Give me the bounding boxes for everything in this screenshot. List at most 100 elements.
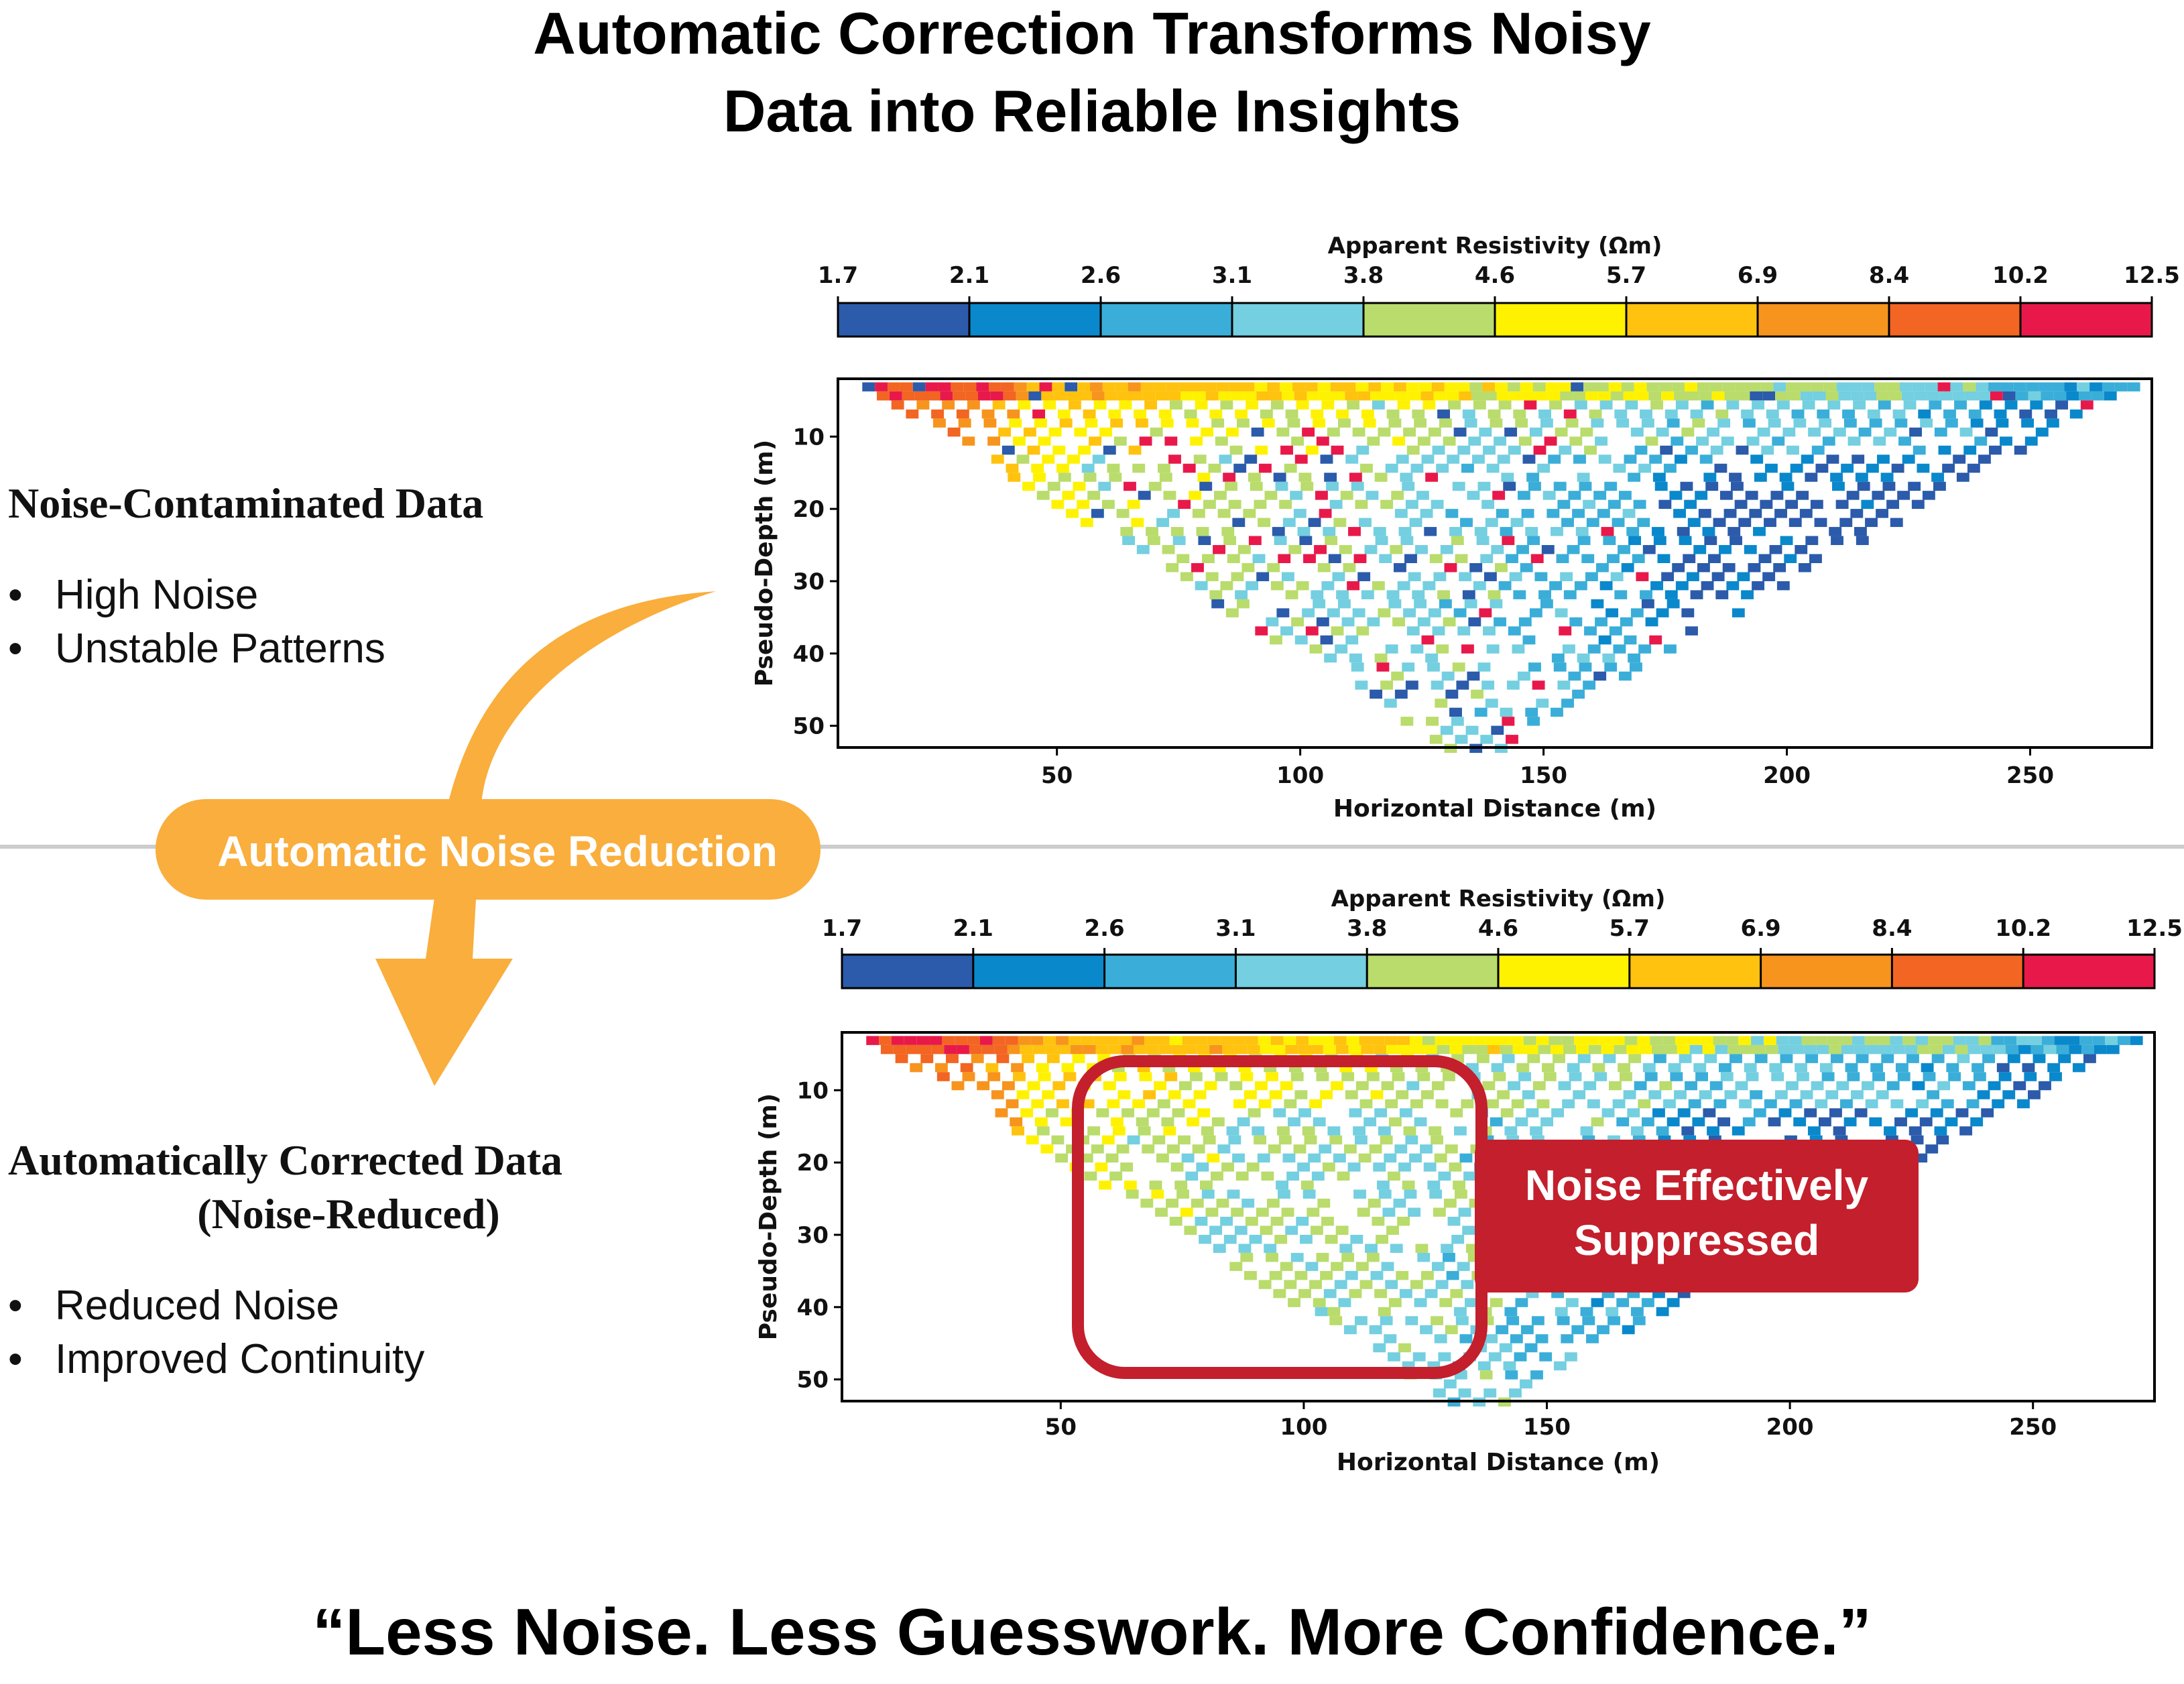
resistivity-cell: [1269, 1090, 1282, 1099]
resistivity-cell: [1297, 1162, 1311, 1172]
resistivity-cell: [1309, 1099, 1322, 1109]
resistivity-cell: [1571, 382, 1584, 392]
resistivity-cell: [1971, 1063, 1984, 1073]
resistivity-cell: [1228, 1135, 1241, 1145]
resistivity-cell: [1811, 445, 1825, 455]
resistivity-cell: [1707, 1126, 1719, 1136]
resistivity-cell: [1374, 653, 1388, 663]
resistivity-cell: [1368, 382, 1382, 392]
resistivity-cell: [1420, 509, 1433, 518]
resistivity-cell: [1038, 1072, 1051, 1081]
resistivity-cell: [1541, 545, 1555, 554]
resistivity-cell: [1257, 1153, 1270, 1163]
resistivity-cell: [1280, 626, 1293, 636]
resistivity-cell: [1403, 1126, 1416, 1136]
colorbar-segment: [1367, 955, 1499, 988]
resistivity-cell: [1724, 1090, 1738, 1099]
resistivity-cell: [1672, 382, 1685, 392]
resistivity-cell: [1628, 653, 1641, 663]
resistivity-cell: [1518, 1072, 1532, 1081]
resistivity-cell: [1583, 1081, 1597, 1091]
resistivity-cell: [1270, 581, 1284, 591]
resistivity-cell: [1856, 536, 1869, 546]
resistivity-cell: [1358, 1153, 1372, 1163]
resistivity-cell: [1574, 400, 1587, 410]
resistivity-cell: [929, 1036, 943, 1045]
resistivity-cell: [977, 1081, 990, 1091]
resistivity-cell: [1420, 1325, 1433, 1335]
resistivity-cell: [1908, 481, 1921, 491]
resistivity-cell: [1793, 1117, 1807, 1127]
resistivity-cell: [1335, 644, 1348, 654]
resistivity-cell: [1963, 445, 1977, 455]
resistivity-cell: [1910, 1135, 1924, 1145]
resistivity-cell: [1836, 1081, 1849, 1091]
resistivity-cell: [1270, 400, 1284, 410]
resistivity-cell: [1270, 1217, 1284, 1226]
resistivity-cell: [1280, 1081, 1293, 1091]
resistivity-cell: [1553, 1054, 1565, 1063]
colorbar-tick-label: 12.5: [2124, 262, 2180, 289]
resistivity-cell: [1559, 626, 1572, 636]
resistivity-cell: [1954, 400, 1967, 410]
resistivity-cell: [1388, 599, 1402, 609]
resistivity-cell: [1326, 481, 1339, 491]
resistivity-cell: [1152, 1135, 1166, 1145]
resistivity-cell: [2030, 400, 2043, 410]
resistivity-cell: [1054, 391, 1067, 401]
resistivity-cell: [1467, 671, 1480, 681]
resistivity-cell: [1939, 391, 1953, 401]
resistivity-cell: [1252, 554, 1266, 563]
resistivity-cell: [1285, 1225, 1298, 1235]
resistivity-cell: [1628, 473, 1641, 482]
colorbar-tick-label: 2.1: [953, 915, 993, 942]
resistivity-cell: [1246, 581, 1259, 591]
resistivity-cell: [1625, 400, 1638, 410]
resistivity-cell: [1169, 1036, 1182, 1045]
resistivity-cell: [1652, 473, 1666, 482]
resistivity-cell: [1609, 626, 1622, 636]
resistivity-cell: [1623, 391, 1636, 401]
resistivity-cell: [1429, 1189, 1443, 1199]
resistivity-cell: [1601, 527, 1614, 536]
resistivity-cell: [2021, 418, 2035, 428]
resistivity-cell: [1799, 509, 1813, 518]
resistivity-cell: [1412, 1352, 1426, 1362]
resistivity-cell: [1001, 382, 1014, 392]
resistivity-cell: [1916, 1099, 1929, 1109]
resistivity-cell: [946, 1054, 959, 1063]
resistivity-cell: [1320, 1270, 1333, 1280]
resistivity-cell: [1151, 1189, 1164, 1199]
resistivity-cell: [1281, 572, 1294, 581]
resistivity-cell: [1892, 1044, 1905, 1055]
resistivity-cell: [1675, 400, 1689, 410]
resistivity-cell: [1272, 1044, 1286, 1055]
resistivity-cell: [1338, 1298, 1351, 1307]
resistivity-cell: [1225, 608, 1239, 617]
resistivity-cell: [1455, 735, 1468, 744]
resistivity-cell: [1002, 445, 1015, 455]
resistivity-cell: [1346, 1036, 1359, 1045]
resistivity-cell: [1508, 445, 1521, 455]
resistivity-cell: [1985, 427, 1998, 437]
resistivity-cell: [1424, 527, 1437, 536]
resistivity-cell: [1079, 391, 1092, 401]
resistivity-cell: [1652, 1108, 1665, 1118]
resistivity-cell: [1012, 1072, 1026, 1081]
resistivity-cell: [1553, 662, 1567, 672]
resistivity-cell: [1083, 473, 1097, 482]
colorbar-segment: [1889, 303, 2021, 337]
resistivity-cell: [1898, 436, 1911, 446]
resistivity-cell: [1654, 481, 1668, 491]
resistivity-cell: [1172, 1108, 1185, 1118]
resistivity-cell: [1119, 1036, 1132, 1045]
resistivity-cell: [1887, 382, 1900, 392]
resistivity-cell: [1178, 1135, 1191, 1145]
resistivity-cell: [1770, 491, 1784, 500]
resistivity-cell: [1549, 581, 1563, 591]
noisy-bullet-2: Unstable Patterns: [55, 625, 385, 672]
resistivity-cell: [1807, 1126, 1821, 1136]
resistivity-cell: [1477, 1361, 1491, 1371]
resistivity-cell: [1557, 680, 1571, 690]
resistivity-cell: [1421, 635, 1435, 645]
